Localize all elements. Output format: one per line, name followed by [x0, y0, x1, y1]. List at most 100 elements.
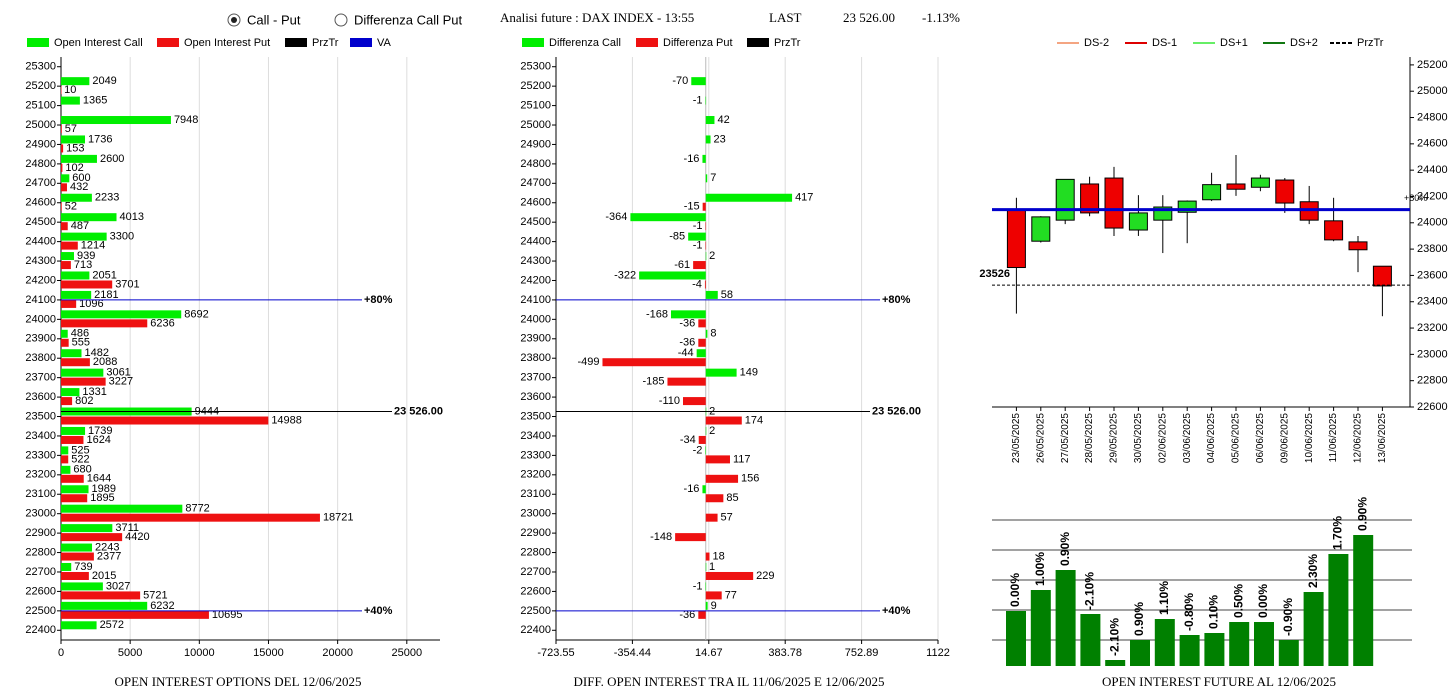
header-title: Analisi future : DAX INDEX - 13:55 [500, 10, 694, 25]
bar [61, 552, 94, 561]
last-label: LAST [769, 10, 802, 25]
bar [61, 183, 67, 192]
bar [670, 310, 706, 319]
bar-label: 52 [65, 201, 77, 213]
y-tick-label: 24500 [520, 216, 551, 228]
y-tick-label: 24000 [25, 313, 56, 325]
y-tick-label: 23200 [1417, 322, 1448, 334]
bar-label: 3227 [109, 376, 133, 388]
bar-label: 600 [72, 172, 90, 184]
level-label: 23 526.00 [872, 405, 921, 417]
bar-label: 2572 [100, 619, 124, 631]
chart-xlabel: OPEN INTEREST OPTIONS DEL 12/06/2025 [115, 674, 362, 689]
legend-label: Open Interest Put [184, 37, 270, 49]
bar-label: 432 [70, 181, 88, 193]
chart-xlabel: DIFF. OPEN INTEREST TRA IL 11/06/2025 E … [574, 674, 885, 689]
bar-label: -110 [659, 395, 680, 407]
y-tick-label: 24200 [520, 274, 551, 286]
legend-label: Open Interest Call [54, 37, 143, 49]
bar [61, 358, 90, 367]
bar-label: 417 [795, 192, 813, 204]
y-tick-label: 23000 [520, 508, 551, 520]
x-tick-label: 15000 [253, 647, 284, 659]
y-tick-label: 25200 [520, 80, 551, 92]
candle-body [1202, 184, 1222, 201]
legend-label: DS+2 [1290, 37, 1318, 49]
bar [1303, 592, 1324, 666]
bar [61, 435, 84, 444]
bar [61, 144, 64, 153]
bar-label: -4 [692, 278, 702, 290]
bar [630, 213, 706, 222]
y-tick-label: 23400 [25, 430, 56, 442]
bar [705, 582, 707, 591]
x-tick-label: 13/06/2025 [1377, 413, 1388, 463]
bar [61, 513, 320, 522]
candle-body [1055, 178, 1075, 221]
candle-body [1348, 241, 1368, 251]
bar-label: -2 [693, 444, 703, 456]
legend-label: PrzTr [774, 37, 801, 49]
x-tick-label: 752.89 [845, 647, 879, 659]
bar-label: 3711 [115, 522, 139, 534]
bar-label: 2015 [92, 570, 116, 582]
bar [61, 299, 77, 308]
bar-label: 0.90% [1132, 602, 1146, 636]
radio-label[interactable]: Differenza Call Put [354, 12, 463, 27]
radio-diff[interactable] [334, 13, 348, 27]
bar-label: 5721 [143, 589, 167, 601]
bar [705, 193, 793, 202]
bar-label: 1.70% [1331, 516, 1345, 550]
bar-label: 0.90% [1355, 497, 1369, 531]
y-tick-label: 22900 [520, 527, 551, 539]
bar-label: 7948 [174, 114, 198, 126]
y-tick-label: 22800 [25, 546, 56, 558]
bar [61, 474, 84, 483]
bar [691, 77, 706, 86]
bar [61, 465, 71, 474]
bar-label: 802 [75, 395, 93, 407]
x-tick-label: 02/06/2025 [1157, 413, 1168, 463]
bar-label: 149 [740, 367, 758, 379]
bar [61, 252, 74, 261]
bar [61, 193, 92, 202]
y-tick-label: 24600 [25, 197, 56, 209]
y-tick-label: 23600 [520, 391, 551, 403]
bar [61, 213, 117, 222]
bar-label: 57 [721, 512, 733, 524]
bar [61, 174, 70, 183]
bar-label: -44 [678, 347, 694, 359]
bar [61, 571, 89, 580]
bar [61, 222, 68, 231]
x-tick-label: 09/06/2025 [1279, 413, 1290, 463]
bar-label: 1.00% [1033, 552, 1047, 586]
bar [705, 329, 708, 338]
radio-label[interactable]: Call - Put [247, 12, 301, 27]
bar-label: 0.00% [1256, 584, 1270, 618]
bar-label: 14988 [271, 414, 302, 426]
y-tick-label: 25000 [1417, 85, 1448, 97]
bar [675, 533, 706, 542]
y-tick-label: 23800 [25, 352, 56, 364]
bar-label: 2 [709, 425, 715, 437]
y-tick-label: 22600 [520, 585, 551, 597]
bar-label: 85 [726, 492, 738, 504]
bar [705, 116, 715, 125]
bar [61, 562, 72, 571]
radio-dot [231, 17, 237, 23]
bar [1130, 640, 1150, 666]
x-tick-label: 03/06/2025 [1182, 413, 1193, 463]
y-tick-label: 24200 [25, 274, 56, 286]
bar-label: 3027 [106, 580, 130, 592]
y-tick-label: 25000 [25, 119, 56, 131]
x-tick-label: 0 [58, 647, 64, 659]
bar [61, 349, 82, 358]
level-label: +80% [1404, 193, 1427, 203]
y-tick-label: 23400 [1417, 296, 1448, 308]
candle-body [1372, 265, 1392, 287]
bar [61, 524, 113, 533]
y-tick-label: 24200 [1417, 190, 1448, 202]
level-label: +40% [882, 605, 911, 617]
bar [705, 494, 724, 503]
x-tick-label: 10000 [184, 647, 215, 659]
